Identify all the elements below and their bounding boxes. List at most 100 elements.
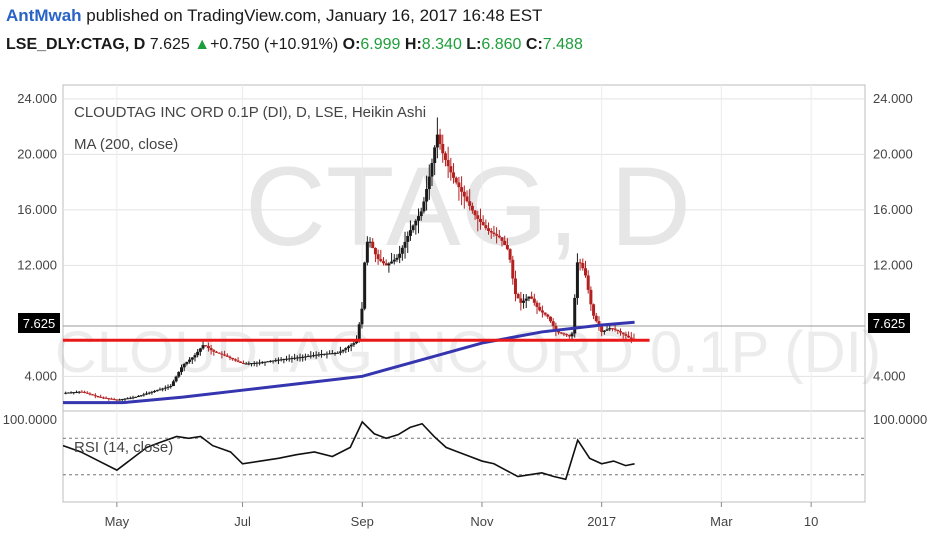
candle-body bbox=[295, 357, 299, 359]
candle-body bbox=[540, 310, 544, 313]
candle-body bbox=[535, 302, 539, 307]
candle-body bbox=[346, 346, 350, 349]
candle-body bbox=[365, 241, 369, 263]
candle-body bbox=[317, 354, 321, 356]
price-tick-label-left: 4.000 bbox=[24, 368, 57, 383]
candle-body bbox=[473, 210, 477, 216]
candle-body bbox=[532, 298, 536, 303]
candle-body bbox=[387, 263, 391, 266]
candle-body bbox=[363, 262, 367, 309]
candle-body bbox=[223, 354, 227, 356]
candle-body bbox=[530, 296, 534, 299]
price-tick-label-left: 24.000 bbox=[17, 91, 57, 106]
candle-body bbox=[398, 253, 402, 258]
candle-body bbox=[376, 254, 380, 260]
candle-body bbox=[583, 268, 587, 276]
candle-body bbox=[527, 296, 531, 299]
low-label: L: bbox=[466, 36, 482, 53]
time-tick-label: Nov bbox=[470, 514, 494, 529]
ma-line bbox=[63, 320, 635, 405]
candle-body bbox=[83, 391, 87, 393]
candle-body bbox=[357, 324, 361, 340]
candle-body bbox=[158, 389, 162, 391]
candle-body bbox=[225, 355, 229, 357]
candle-body bbox=[565, 334, 569, 336]
candle-body bbox=[99, 396, 103, 398]
candle-body bbox=[301, 356, 305, 358]
candle-body bbox=[519, 298, 523, 303]
price-change: +0.750 (+10.91%) bbox=[210, 36, 339, 53]
candle-body bbox=[268, 360, 272, 362]
candle-body bbox=[449, 166, 453, 173]
candle-body bbox=[252, 362, 256, 364]
last-price-badge-left bbox=[18, 313, 60, 333]
high-label: H: bbox=[404, 36, 422, 53]
candle-body bbox=[336, 352, 340, 354]
candle-body bbox=[613, 328, 617, 330]
candle-body bbox=[217, 352, 221, 354]
candle-body bbox=[400, 247, 404, 254]
author-link[interactable]: AntMwah bbox=[6, 6, 82, 25]
time-tick-label: Sep bbox=[351, 514, 374, 529]
candle-body bbox=[215, 351, 219, 353]
candle-body bbox=[250, 363, 254, 365]
candle-body bbox=[303, 356, 307, 358]
candle-body bbox=[69, 392, 73, 394]
last-price: 7.625 bbox=[149, 36, 190, 53]
candle-body bbox=[452, 172, 456, 178]
rsi-pane[interactable] bbox=[62, 410, 866, 503]
candle-body bbox=[201, 345, 205, 349]
candle-body bbox=[373, 248, 377, 255]
candle-body bbox=[204, 345, 208, 347]
candle-body bbox=[126, 398, 130, 400]
rsi-legend: RSI (14, close) bbox=[74, 439, 173, 456]
time-tick-label: 10 bbox=[804, 514, 818, 529]
candle-body bbox=[169, 386, 173, 388]
high-value: 8.340 bbox=[421, 36, 462, 53]
candle-body bbox=[578, 262, 582, 264]
axis-labels: 24.000 24.000 20.000 20.000 16.000 16.000 12.0… bbox=[3, 91, 927, 529]
price-series bbox=[63, 117, 650, 405]
candle-body bbox=[433, 147, 437, 164]
price-tick-label-right: 12.000 bbox=[873, 257, 913, 272]
candle-body bbox=[231, 358, 235, 360]
candle-body bbox=[177, 371, 181, 377]
candle-body bbox=[567, 335, 571, 337]
candle-body bbox=[497, 235, 501, 238]
candle-body bbox=[171, 381, 175, 387]
price-tick-label-right: 20.000 bbox=[873, 146, 913, 161]
chart-title: CLOUDTAG INC ORD 0.1P (DI), D, LSE, Heik… bbox=[74, 104, 426, 121]
candle-body bbox=[392, 259, 396, 262]
candle-body bbox=[101, 397, 105, 399]
candle-body bbox=[144, 393, 148, 395]
rsi-grid bbox=[63, 437, 865, 476]
candle-body bbox=[395, 257, 399, 260]
candle-body bbox=[586, 275, 590, 290]
candle-body bbox=[368, 241, 372, 243]
candle-body bbox=[487, 228, 491, 232]
candle-body bbox=[85, 392, 89, 394]
candle-body bbox=[430, 163, 434, 177]
last-price-badge-right bbox=[868, 313, 910, 333]
candle-body bbox=[382, 261, 386, 264]
candle-body bbox=[513, 278, 517, 295]
candle-body bbox=[325, 353, 329, 355]
candle-body bbox=[163, 387, 167, 389]
candle-body bbox=[260, 362, 264, 364]
candle-body bbox=[142, 394, 146, 396]
candle-body bbox=[309, 355, 313, 357]
candle-body bbox=[115, 399, 119, 401]
candle-body bbox=[311, 355, 315, 357]
candle-body bbox=[91, 394, 95, 396]
candle-body bbox=[468, 201, 472, 206]
candle-body bbox=[93, 395, 97, 397]
candle-body bbox=[155, 390, 159, 392]
candle-body bbox=[166, 386, 170, 388]
candle-body bbox=[476, 215, 480, 219]
candle-body bbox=[212, 350, 216, 352]
candle-body bbox=[446, 159, 450, 167]
candle-body bbox=[109, 398, 113, 400]
candle-body bbox=[570, 333, 574, 337]
candle-body bbox=[185, 361, 189, 365]
